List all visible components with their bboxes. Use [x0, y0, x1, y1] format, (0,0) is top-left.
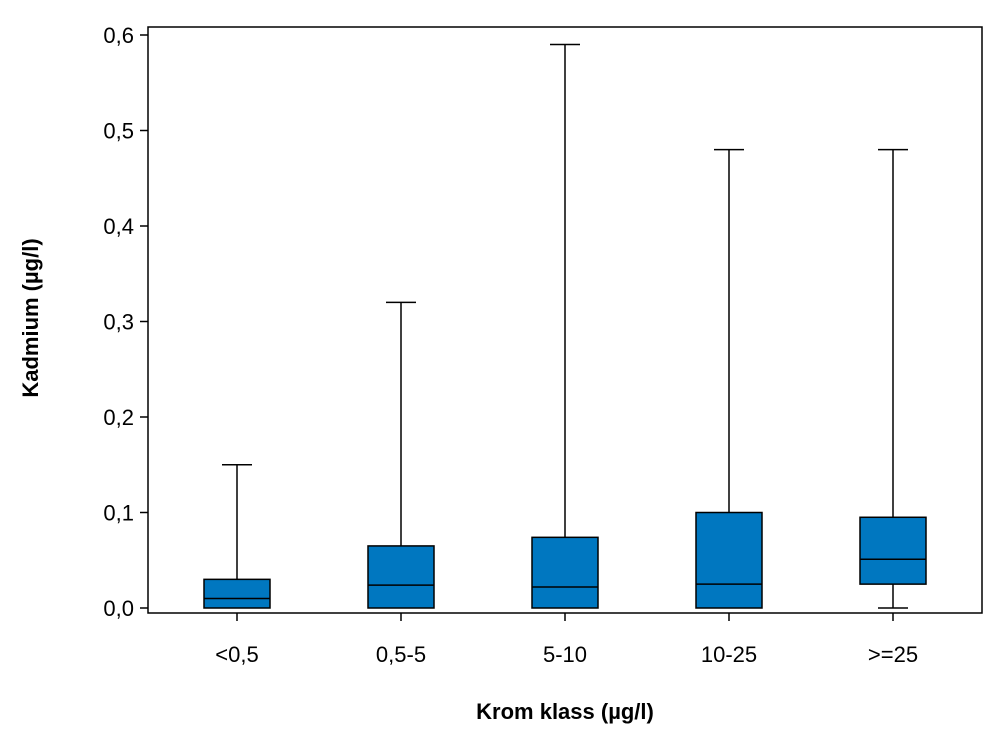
x-tick-label: <0,5	[215, 642, 258, 667]
box-group	[695, 148, 763, 609]
x-tick-label: >=25	[868, 642, 918, 667]
y-tick-label: 0,3	[103, 310, 134, 335]
x-tick-label: 0,5-5	[376, 642, 426, 667]
x-axis-title: Krom klass (µg/l)	[476, 699, 654, 724]
iqr-box	[367, 545, 435, 609]
boxes	[203, 43, 927, 609]
y-tick-label: 0,0	[103, 596, 134, 621]
box-group	[203, 464, 271, 609]
y-tick-label: 0,5	[103, 119, 134, 144]
y-axis-title: Kadmium (µg/l)	[18, 238, 43, 397]
y-tick-label: 0,2	[103, 405, 134, 430]
y-tick-label: 0,4	[103, 214, 134, 239]
iqr-box	[859, 516, 927, 585]
iqr-box	[531, 536, 599, 609]
y-axis: 0,0 0,1 0,2 0,3 0,4 0,5 0,6	[103, 23, 148, 621]
x-tick-label: 5-10	[543, 642, 587, 667]
y-tick-label: 0,1	[103, 501, 134, 526]
x-tick-label: 10-25	[701, 642, 757, 667]
iqr-box	[203, 578, 271, 609]
x-axis: <0,5 0,5-5 5-10 10-25 >=25	[215, 613, 918, 667]
box-group	[367, 301, 435, 609]
iqr-box	[695, 511, 763, 609]
box-group	[859, 148, 927, 609]
y-tick-label: 0,6	[103, 23, 134, 48]
box-group	[531, 43, 599, 609]
